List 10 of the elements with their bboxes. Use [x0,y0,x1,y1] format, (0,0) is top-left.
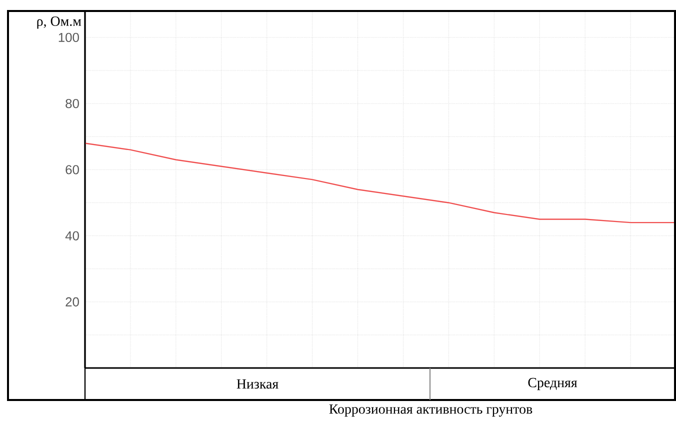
y-axis-title: ρ, Ом.м [37,16,82,29]
text: Низкая [236,379,278,389]
y-tick-label: 20 [66,297,79,306]
y-tick-label: 40 [65,231,79,240]
line-series [85,142,676,224]
text: Средняя [528,378,578,390]
y-tick-label: 60 [66,165,79,174]
x-axis-title: Коррозионная активность грунтов [329,404,532,417]
y-tick-label: 100 [58,32,79,42]
y-tick-label: 80 [66,98,79,108]
